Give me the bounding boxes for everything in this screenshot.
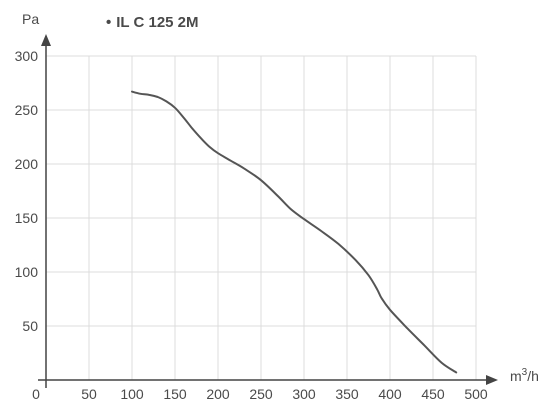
- x-tick-label: 350: [335, 386, 359, 401]
- x-axis-title: m3/h: [510, 367, 539, 384]
- y-tick-label: 200: [15, 156, 39, 172]
- y-tick-label: 100: [15, 264, 39, 280]
- x-tick-label: 150: [163, 386, 187, 401]
- legend-label: IL C 125 2M: [116, 14, 198, 31]
- x-tick-label: 400: [378, 386, 402, 401]
- x-tick-label: 200: [206, 386, 230, 401]
- y-axis-title: Pa: [22, 11, 39, 27]
- x-tick-label: 450: [421, 386, 445, 401]
- series: [131, 90, 458, 374]
- x-axis-title-tail: /h: [527, 368, 539, 384]
- x-tick-label: 100: [120, 386, 144, 401]
- x-axis-title-superscript: 3: [522, 367, 528, 378]
- tick-labels: 0 50 100 150 200 250 300 350 400 450 500 50 100 150 20…: [15, 48, 488, 402]
- axes: [38, 34, 498, 388]
- y-axis-arrow: [41, 34, 51, 46]
- y-tick-label: 250: [15, 102, 39, 118]
- x-tick-label: 250: [249, 386, 273, 401]
- svg-text:•IL C 125 2M: • IL C 125 2M: [106, 14, 199, 31]
- x-tick-label: 50: [81, 386, 97, 401]
- x-axis-title-base: m: [510, 368, 522, 384]
- x-axis-arrow: [486, 375, 498, 385]
- x-tick-label: 500: [464, 386, 488, 401]
- y-tick-label: 50: [22, 318, 38, 334]
- x-tick-label: 300: [292, 386, 316, 401]
- legend-marker: •: [106, 14, 111, 31]
- y-tick-label: 150: [15, 210, 39, 226]
- y-tick-label: 300: [15, 48, 39, 64]
- series-line-0: [131, 90, 458, 374]
- x-tick-label: 0: [32, 386, 40, 401]
- legend: • IL C 125 2M: [106, 14, 199, 31]
